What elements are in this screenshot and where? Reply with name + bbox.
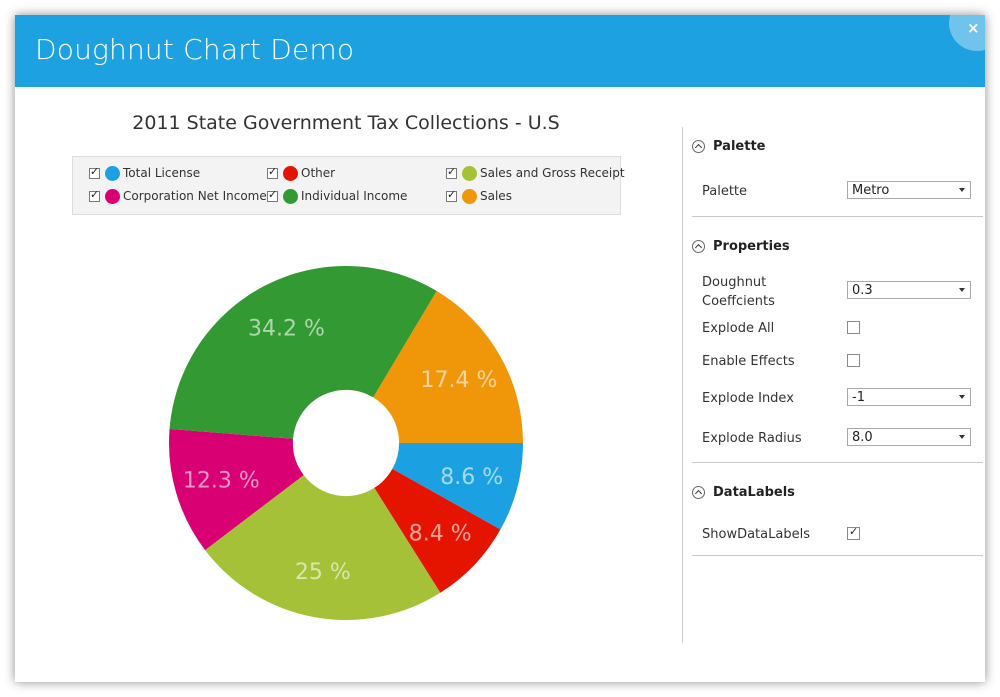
chevron-up-icon	[692, 140, 705, 153]
chevron-down-icon	[959, 435, 965, 439]
color-swatch-icon	[462, 188, 477, 204]
legend-checkbox[interactable]: ✓	[89, 164, 100, 179]
close-button[interactable]: ×	[949, 15, 985, 51]
chevron-up-icon	[692, 486, 705, 499]
legend-label: Corporation Net Income	[123, 189, 267, 203]
explode-radius-dropdown[interactable]: 8.0	[847, 428, 971, 446]
data-label: 25 %	[295, 560, 351, 585]
chevron-down-icon	[959, 395, 965, 399]
explode-radius-label: Explode Radius	[702, 431, 802, 446]
check-icon: ✓	[447, 187, 457, 201]
panel-divider	[682, 127, 683, 643]
explode-index-dropdown[interactable]: -1	[847, 388, 971, 406]
title-bar: Doughnut Chart Demo ×	[15, 15, 985, 87]
legend-checkbox[interactable]: ✓	[446, 187, 457, 202]
label-line: Coeffcients	[702, 294, 775, 309]
check-icon: ✓	[268, 164, 278, 178]
doughnut-slice[interactable]	[169, 266, 437, 439]
doughnut-slice[interactable]	[373, 291, 523, 443]
enable-effects-label: Enable Effects	[702, 354, 795, 369]
datalabels-section-header[interactable]: DataLabels	[692, 485, 795, 500]
legend-checkbox[interactable]: ✓	[446, 164, 457, 179]
properties-section-header[interactable]: Properties	[692, 239, 790, 254]
dropdown-value: 8.0	[852, 430, 873, 445]
doughnut-slice[interactable]	[169, 428, 304, 551]
legend-label: Total License	[123, 166, 201, 180]
legend-item-corporation-net-income[interactable]: ✓ Corporation Net Income	[89, 187, 267, 205]
section-divider	[692, 462, 983, 463]
dropdown-value: 0.3	[852, 283, 873, 298]
palette-dropdown[interactable]: Metro	[847, 181, 971, 199]
doughnut-slice[interactable]	[374, 468, 501, 593]
doughnut-slice[interactable]	[205, 475, 441, 620]
check-icon: ✓	[90, 187, 100, 201]
color-swatch-icon	[105, 165, 120, 181]
palette-label: Palette	[702, 184, 748, 199]
legend-checkbox[interactable]: ✓	[89, 187, 100, 202]
dropdown-value: -1	[852, 390, 865, 405]
data-label: 8.4 %	[409, 521, 472, 546]
doughnut-slice[interactable]	[392, 443, 523, 530]
doughnut-coefficients-label: Doughnut Coeffcients	[702, 273, 775, 311]
color-swatch-icon	[283, 188, 298, 204]
legend-item-total-license[interactable]: ✓ Total License	[89, 164, 200, 182]
data-label: 17.4 %	[421, 368, 498, 393]
show-data-labels-label: ShowDataLabels	[702, 527, 810, 542]
enable-effects-checkbox[interactable]	[847, 354, 860, 367]
data-label: 34.2 %	[248, 317, 325, 342]
explode-index-label: Explode Index	[702, 391, 794, 406]
doughnut-coefficients-dropdown[interactable]: 0.3	[847, 281, 971, 299]
dropdown-value: Metro	[852, 183, 890, 198]
check-icon: ✓	[90, 164, 100, 178]
dialog-window: Doughnut Chart Demo × 2011 State Governm…	[15, 15, 985, 682]
show-data-labels-checkbox[interactable]: ✓	[847, 526, 860, 540]
legend-label: Other	[301, 166, 336, 180]
color-swatch-icon	[462, 165, 477, 181]
legend-label: Sales	[480, 189, 512, 203]
section-title: DataLabels	[713, 485, 795, 500]
legend-label: Individual Income	[301, 189, 408, 203]
chevron-up-icon	[692, 240, 705, 253]
legend-item-sales[interactable]: ✓ Sales	[446, 187, 512, 205]
check-icon: ✓	[268, 187, 278, 201]
window-title: Doughnut Chart Demo	[35, 33, 355, 66]
legend-item-individual-income[interactable]: ✓ Individual Income	[267, 187, 407, 205]
chevron-down-icon	[959, 288, 965, 292]
section-divider	[692, 216, 983, 217]
close-icon: ×	[967, 19, 980, 37]
explode-all-label: Explode All	[702, 321, 775, 336]
explode-all-checkbox[interactable]	[847, 321, 860, 334]
section-title: Properties	[713, 239, 790, 254]
data-label: 12.3 %	[183, 469, 260, 494]
check-icon: ✓	[447, 164, 457, 178]
palette-section-header[interactable]: Palette	[692, 139, 765, 154]
section-title: Palette	[713, 139, 766, 154]
legend-checkbox[interactable]: ✓	[267, 164, 278, 179]
color-swatch-icon	[283, 165, 298, 181]
label-line: Doughnut	[702, 275, 767, 290]
legend-label: Sales and Gross Receipt	[480, 166, 625, 180]
chevron-down-icon	[959, 188, 965, 192]
data-label: 8.6 %	[440, 465, 503, 490]
chart-legend: ✓ Total License ✓ Other ✓ Sales and Gros…	[72, 156, 625, 215]
legend-item-sales-gross-receipt[interactable]: ✓ Sales and Gross Receipt	[446, 164, 625, 182]
doughnut-chart: 8.6 % 8.4 % 25 % 12.3 % 34.2 % 17.4 %	[169, 266, 523, 620]
legend-item-other[interactable]: ✓ Other	[267, 164, 335, 182]
chart-title: 2011 State Government Tax Collections - …	[132, 112, 560, 134]
check-icon: ✓	[849, 526, 859, 538]
legend-checkbox[interactable]: ✓	[267, 187, 278, 202]
color-swatch-icon	[105, 188, 120, 204]
section-divider	[692, 555, 983, 556]
